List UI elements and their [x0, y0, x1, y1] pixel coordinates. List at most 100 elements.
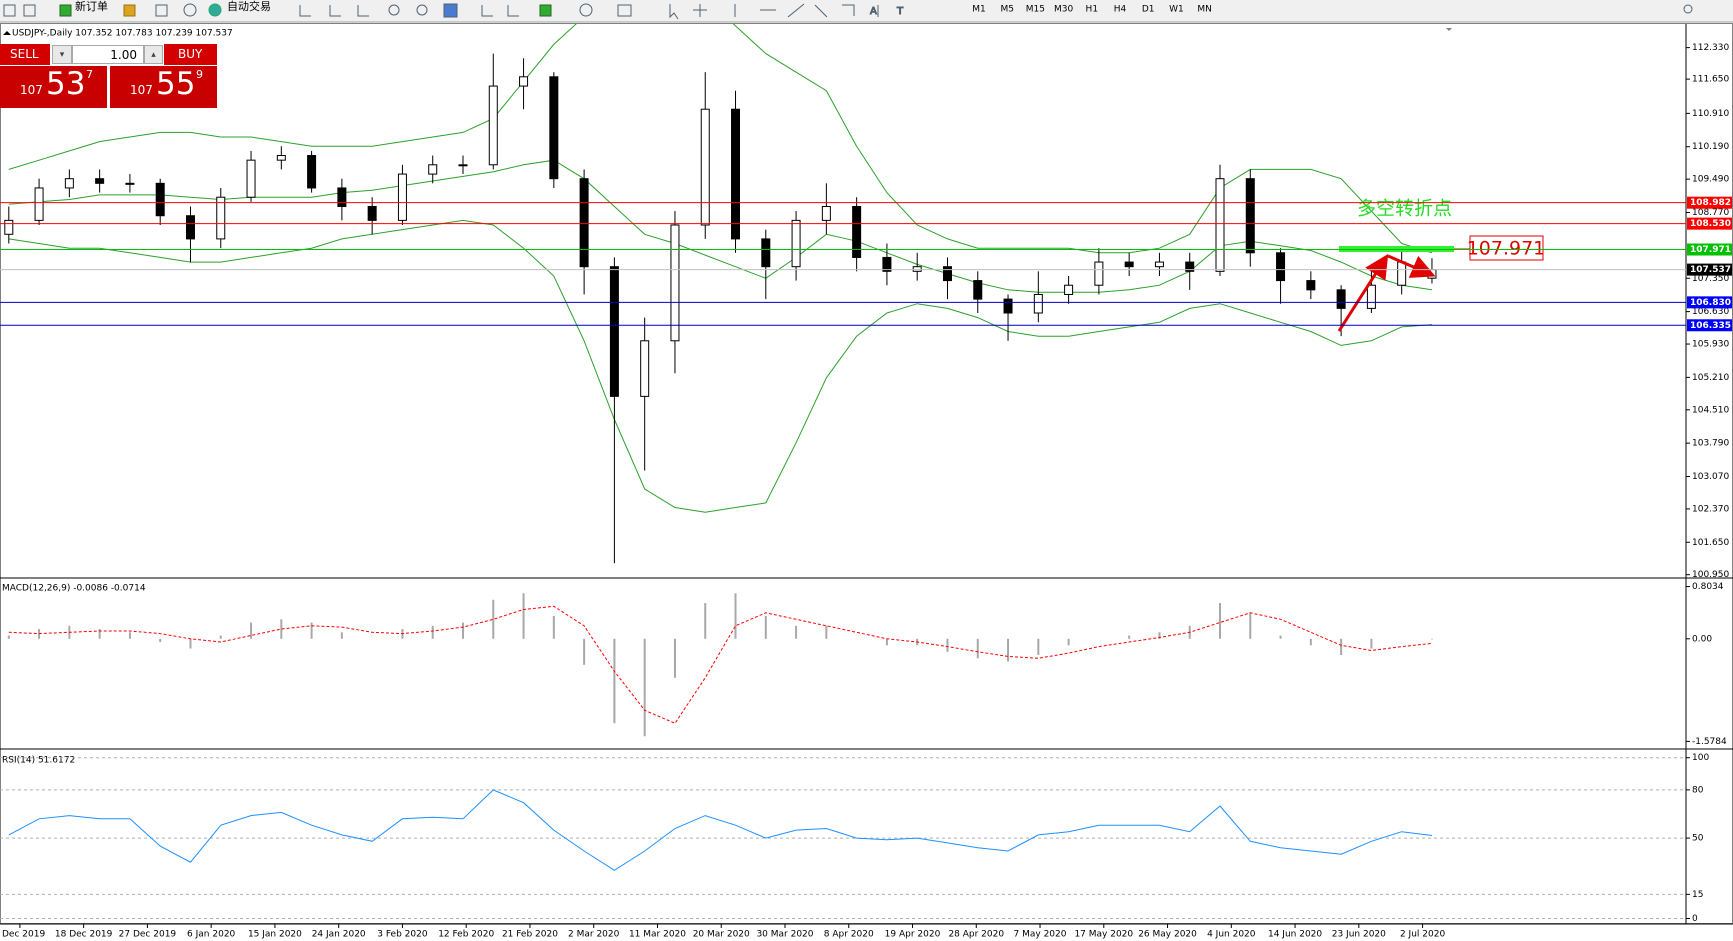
y-tick-label: 106.630	[1692, 307, 1729, 317]
candle-body	[95, 178, 105, 184]
icon-search[interactable]	[1683, 4, 1693, 14]
candle-body	[761, 238, 771, 268]
candle-body	[670, 224, 680, 342]
icon-tile[interactable]	[443, 3, 458, 18]
bollinger-band	[8, 219, 1433, 513]
timeframe-button[interactable]: H4	[1114, 5, 1127, 15]
icon-zoom-in[interactable]	[388, 4, 400, 16]
icon-new-order[interactable]	[59, 4, 72, 17]
y-tick-label: 102.370	[1692, 504, 1729, 514]
y-tick-label: 0.00	[1692, 634, 1712, 644]
price-level-tag	[1687, 217, 1732, 230]
sell-button[interactable]: SELL	[0, 44, 50, 65]
scroll-marker	[1446, 28, 1452, 31]
time-label: 24 Jan 2020	[312, 930, 366, 940]
time-label: 23 Jun 2020	[1332, 930, 1386, 940]
timeframe-button[interactable]: MN	[1197, 5, 1212, 15]
timeframe-button[interactable]: H1	[1086, 5, 1099, 15]
candle-body	[337, 187, 347, 207]
candle-body	[882, 256, 892, 272]
time-label: 20 Mar 2020	[693, 930, 750, 940]
icon-indicators[interactable]	[539, 4, 552, 17]
time-label: 14 Jun 2020	[1268, 930, 1322, 940]
candle-body	[852, 205, 862, 258]
price-level-tag	[1687, 263, 1732, 276]
candle-body	[1003, 298, 1013, 314]
rsi-plot	[0, 757, 1686, 919]
candle-body	[246, 159, 256, 198]
time-label: 11 Mar 2020	[629, 930, 686, 940]
icon[interactable]	[155, 4, 168, 17]
toolbar	[0, 0, 1733, 22]
candle-body	[1306, 280, 1316, 291]
candle-body	[216, 196, 226, 240]
icon[interactable]	[183, 3, 197, 17]
timeframe-button[interactable]: M1	[972, 5, 986, 15]
candle-body	[942, 266, 952, 282]
icon-auto-trading[interactable]	[208, 3, 222, 17]
time-label: 12 Feb 2020	[438, 930, 494, 940]
candle-body	[1397, 261, 1407, 286]
icon[interactable]	[123, 4, 136, 17]
candle-body	[1366, 284, 1376, 309]
icon-text[interactable]: A	[870, 6, 878, 18]
icon[interactable]	[481, 5, 519, 17]
candle-body	[276, 155, 286, 161]
candle-body	[64, 178, 74, 189]
volume-input[interactable]: 1.00	[72, 45, 144, 64]
price-level-label: 106.830	[1690, 298, 1731, 308]
icon[interactable]	[3, 4, 16, 17]
candle-body	[1064, 284, 1074, 295]
bid-price[interactable]: 107 53 7	[0, 66, 107, 108]
candle-body	[428, 164, 438, 175]
timeframe-button[interactable]: W1	[1169, 5, 1184, 15]
timeframe-button[interactable]: D1	[1142, 5, 1155, 15]
volume-down[interactable]: ▾	[52, 45, 72, 64]
volume-up[interactable]: ▴	[144, 45, 163, 64]
time-label: Dec 2019	[2, 930, 45, 940]
y-tick-label: 103.070	[1692, 472, 1729, 482]
timeframe-button[interactable]: M5	[1000, 5, 1014, 15]
candle-body	[185, 215, 195, 240]
price-level-label: 108.982	[1690, 198, 1731, 208]
ask-price[interactable]: 107 55 9	[110, 66, 217, 108]
time-label: 7 May 2020	[1014, 930, 1067, 940]
price-level-tag	[1687, 296, 1732, 309]
candle-body	[488, 85, 498, 166]
y-tick-label: 80	[1692, 785, 1704, 795]
timeframe-button[interactable]: M15	[1026, 5, 1045, 15]
symbol-marker	[3, 31, 11, 35]
icon-zoom-out[interactable]	[416, 4, 428, 16]
candle-body	[700, 108, 710, 226]
y-tick-label: 0.8034	[1692, 582, 1724, 592]
icon-templates[interactable]	[617, 4, 632, 17]
candle-body	[549, 76, 559, 180]
time-label: 19 Apr 2020	[885, 930, 941, 940]
y-tick-label: 110.910	[1692, 109, 1729, 119]
buy-button[interactable]: BUY	[164, 44, 217, 65]
price-level-label: 106.335	[1690, 321, 1731, 331]
y-tick-label: -1.5784	[1692, 737, 1727, 747]
icon-tools[interactable]	[669, 3, 879, 20]
icon-periods[interactable]	[579, 3, 593, 17]
toolbar-new-order[interactable]: 新订单	[75, 0, 108, 13]
candle-body	[34, 187, 44, 221]
y-tick-label: 105.210	[1692, 373, 1729, 383]
icon[interactable]	[299, 5, 369, 17]
candle-body	[973, 280, 983, 300]
time-label: 30 Mar 2020	[756, 930, 813, 940]
timeframe-button[interactable]: M30	[1054, 5, 1073, 15]
time-label: 27 Dec 2019	[119, 930, 177, 940]
toolbar-auto-trading[interactable]: 自动交易	[227, 0, 271, 13]
y-tick-label: 111.650	[1692, 75, 1729, 85]
icon-label[interactable]: T	[896, 6, 905, 18]
annotation-text: 多空转折点	[1357, 198, 1452, 220]
candle-body	[519, 76, 529, 87]
candle-body	[1245, 178, 1255, 254]
annotation-box	[1469, 235, 1544, 261]
y-tick-label: 15	[1692, 890, 1703, 900]
chart-frame	[0, 23, 1733, 924]
y-tick-label: 0	[1692, 914, 1698, 924]
icon[interactable]	[23, 4, 36, 17]
